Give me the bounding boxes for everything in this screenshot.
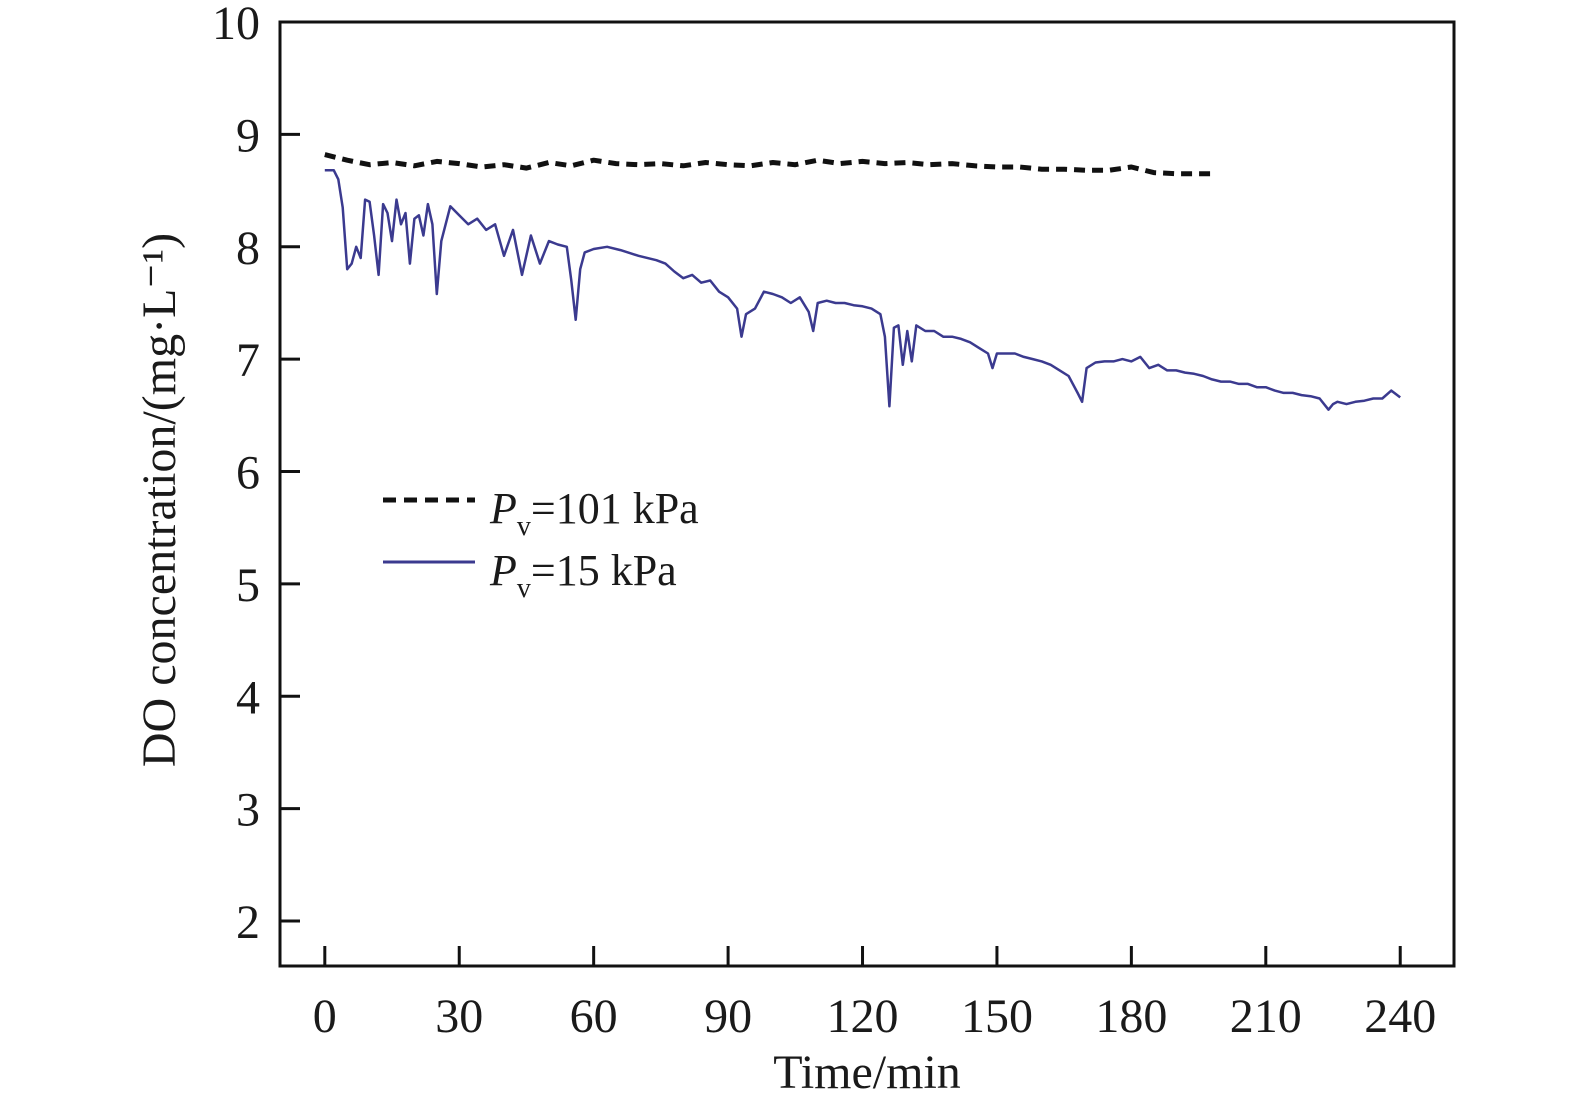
y-tick-label: 5 bbox=[236, 559, 260, 612]
y-tick-label: 7 bbox=[236, 334, 260, 387]
y-axis-title: DO concentration/(mg·L⁻¹) bbox=[133, 233, 186, 767]
y-tick-label: 4 bbox=[236, 671, 260, 724]
y-tick-label: 8 bbox=[236, 222, 260, 275]
x-tick-label: 180 bbox=[1095, 990, 1167, 1043]
legend-label-pv-101: Pv=101 kPa bbox=[489, 484, 699, 542]
y-tick-label: 10 bbox=[212, 0, 260, 50]
y-tick-label: 3 bbox=[236, 784, 260, 837]
y-tick-label: 6 bbox=[236, 447, 260, 500]
x-tick-label: 210 bbox=[1230, 990, 1302, 1043]
x-tick-label: 0 bbox=[313, 990, 337, 1043]
legend: Pv=101 kPa Pv=15 kPa bbox=[383, 484, 699, 604]
x-tick-label: 30 bbox=[435, 990, 483, 1043]
x-tick-label: 150 bbox=[961, 990, 1033, 1043]
plot-frame bbox=[278, 20, 1456, 968]
series-line-pv-15 bbox=[324, 169, 1401, 411]
x-axis-title: Time/min bbox=[773, 1046, 961, 1099]
series-line-pv-101 bbox=[324, 152, 1212, 177]
series-layer bbox=[324, 152, 1401, 411]
y-tick-label: 2 bbox=[236, 896, 260, 949]
x-tick-label: 120 bbox=[827, 990, 899, 1043]
x-tick-label: 90 bbox=[704, 990, 752, 1043]
x-axis: 0 30 60 90 120 150 180 210 240 bbox=[313, 946, 1436, 1043]
y-tick-label: 9 bbox=[236, 109, 260, 162]
x-tick-label: 240 bbox=[1364, 990, 1436, 1043]
y-axis: 2 3 4 5 6 7 8 9 10 bbox=[212, 0, 300, 949]
x-tick-label: 60 bbox=[570, 990, 618, 1043]
legend-label-pv-15: Pv=15 kPa bbox=[489, 546, 677, 604]
